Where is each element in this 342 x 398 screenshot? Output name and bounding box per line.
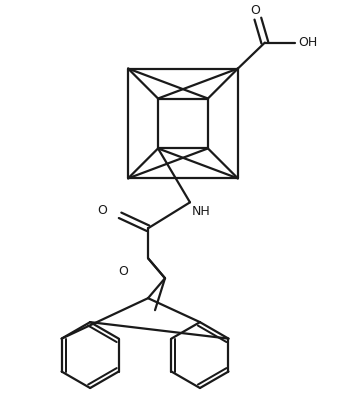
- Text: NH: NH: [192, 205, 211, 219]
- Text: O: O: [97, 204, 107, 217]
- Text: O: O: [250, 4, 260, 17]
- Text: O: O: [118, 265, 128, 278]
- Text: OH: OH: [298, 36, 317, 49]
